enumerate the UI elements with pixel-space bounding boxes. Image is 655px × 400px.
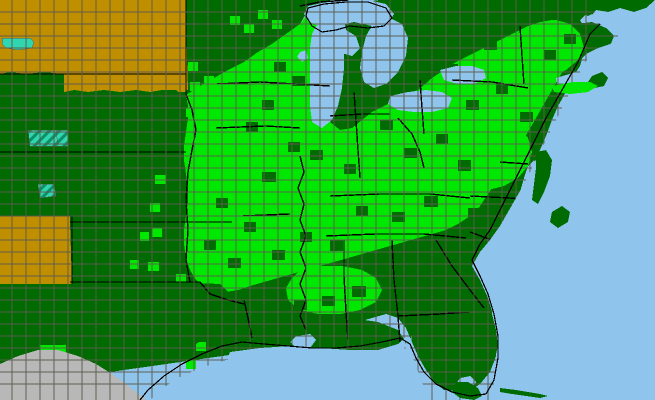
lake-huron — [360, 18, 408, 88]
gold-region-northern-plains[interactable] — [0, 0, 188, 92]
county-cell[interactable] — [130, 260, 139, 269]
gold-block-west-nebraska[interactable] — [0, 0, 30, 34]
county-cell[interactable] — [272, 20, 282, 29]
county-cell[interactable] — [204, 76, 214, 85]
state-line-oklahoma-texas — [70, 281, 245, 305]
lake-superior — [304, 0, 394, 28]
state-line-ky-tn — [329, 193, 471, 199]
county-cell[interactable] — [244, 24, 254, 33]
county-cell[interactable] — [544, 50, 556, 60]
county-cell[interactable] — [155, 175, 166, 184]
lake-ontario — [440, 66, 486, 84]
state-line-wi-il — [295, 83, 331, 87]
state-line-tx-la — [243, 299, 253, 339]
state-line-al-ga — [391, 239, 401, 343]
county-cell[interactable] — [520, 112, 533, 122]
lake-michigan — [310, 24, 344, 128]
great-lakes-outline — [305, 1, 393, 33]
county-cell[interactable] — [274, 62, 286, 72]
lake-winnebago — [297, 50, 308, 62]
gulf-coastline-detail — [228, 336, 406, 370]
county-cell[interactable] — [186, 360, 196, 369]
county-cell[interactable] — [352, 286, 366, 297]
county-cell[interactable] — [148, 262, 159, 271]
gold-block-south-dakota[interactable] — [64, 24, 186, 92]
county-cell[interactable] — [176, 274, 186, 283]
florida-keys — [500, 388, 548, 398]
county-cell[interactable] — [392, 212, 405, 222]
county-cell[interactable] — [272, 250, 285, 260]
coastline-outline-layer — [139, 1, 601, 400]
gold-region-southwest[interactable] — [0, 216, 72, 284]
county-cell[interactable] — [310, 150, 323, 160]
lake-pontchartrain — [290, 334, 316, 348]
county-cell[interactable] — [230, 16, 240, 25]
state-line-illinois-indiana — [353, 91, 361, 179]
long-island — [552, 82, 598, 94]
county-cell[interactable] — [404, 148, 417, 158]
county-cell[interactable] — [436, 134, 448, 144]
teal-hatched-county-colorado-northwest[interactable] — [55, 129, 69, 147]
atlantic-ocean-mask — [472, 0, 655, 400]
teal-hatched-county-colorado-north[interactable] — [27, 129, 61, 147]
state-line-ia-mo — [215, 125, 301, 129]
county-cell[interactable] — [188, 62, 198, 71]
county-cell[interactable] — [322, 296, 335, 306]
county-cell[interactable] — [140, 232, 149, 241]
county-cell[interactable] — [258, 10, 268, 19]
gold-block-new-mexico[interactable] — [0, 216, 72, 284]
teal-hatched-county-colorado-central[interactable] — [37, 183, 57, 199]
atlantic-coastline — [471, 23, 601, 395]
county-cell[interactable] — [228, 258, 241, 268]
state-line-tn-al-ga — [325, 233, 467, 239]
state-line-ga-sc — [435, 239, 485, 309]
county-cell[interactable] — [196, 342, 206, 351]
state-line-mississippi-river — [297, 155, 307, 331]
county-cell[interactable] — [190, 82, 200, 91]
water-remask-layer — [150, 0, 655, 400]
county-cell[interactable] — [466, 100, 479, 110]
gulf-coastline — [139, 337, 487, 400]
texas-dark-green-block[interactable] — [66, 282, 232, 356]
county-cell[interactable] — [150, 203, 160, 212]
county-cell[interactable] — [204, 240, 216, 250]
county-cell[interactable] — [152, 228, 162, 237]
state-line-mn-ia — [215, 81, 297, 85]
state-line-ms-al — [343, 240, 349, 341]
coastline-detail-layer — [452, 72, 608, 400]
county-cell[interactable] — [344, 164, 356, 174]
county-cell[interactable] — [382, 252, 395, 262]
county-cell[interactable] — [468, 208, 482, 219]
county-cell[interactable] — [262, 100, 274, 110]
county-cell[interactable] — [294, 300, 307, 310]
county-cell[interactable] — [380, 120, 393, 130]
quebec-dark-green[interactable] — [580, 0, 655, 16]
delmarva-peninsula — [532, 150, 552, 204]
state-line-oh-wv — [397, 117, 425, 169]
state-line-plains-eastern — [185, 0, 197, 283]
outer-banks — [550, 206, 570, 228]
core-tennessee-kentucky-bright-green[interactable] — [316, 184, 454, 236]
southeast-dark-green-block[interactable] — [386, 240, 500, 390]
county-cell[interactable] — [330, 240, 343, 251]
county-cell[interactable] — [458, 160, 471, 171]
county-cell[interactable] — [564, 34, 576, 44]
county-cell[interactable] — [424, 196, 438, 207]
county-cell[interactable] — [288, 142, 300, 152]
county-cell[interactable] — [292, 76, 305, 86]
county-cell[interactable] — [484, 40, 497, 50]
county-cell[interactable] — [262, 172, 276, 182]
